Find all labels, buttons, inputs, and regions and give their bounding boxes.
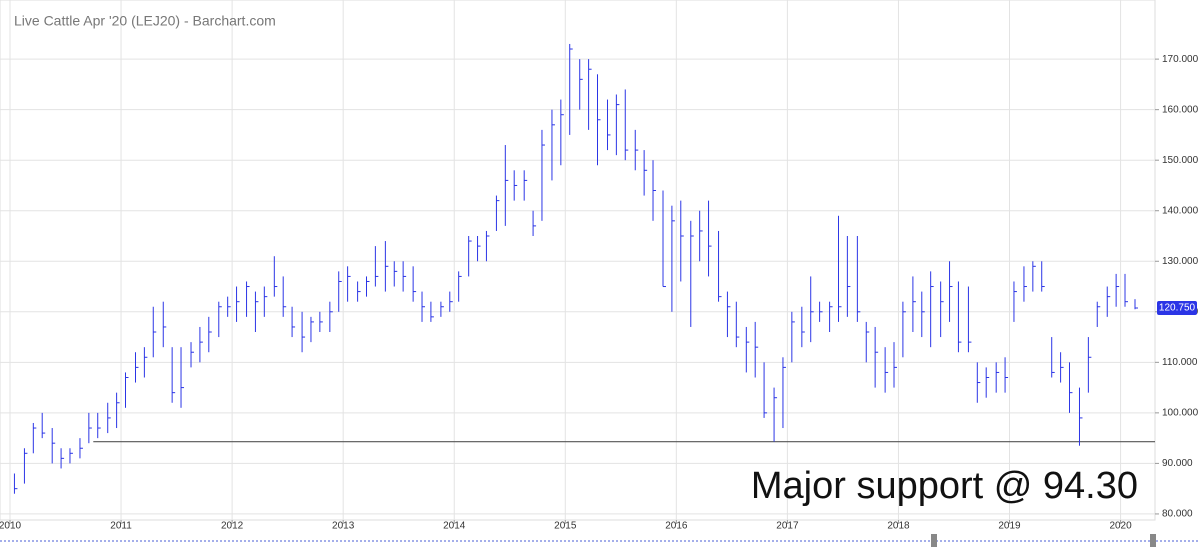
x-tick-label: 2012 [221, 521, 244, 532]
last-price-label: 120.750 [1159, 303, 1196, 314]
y-tick-label: 150.000 [1162, 155, 1199, 166]
x-tick-label: 2019 [998, 521, 1021, 532]
x-tick-label: 2015 [554, 521, 577, 532]
y-tick-label: 160.000 [1162, 104, 1199, 115]
x-tick-label: 2011 [110, 521, 132, 532]
x-tick-label: 2010 [0, 521, 22, 532]
chart-title: Live Cattle Apr '20 (LEJ20) - Barchart.c… [14, 13, 276, 29]
x-tick-label: 2016 [665, 521, 688, 532]
y-tick-label: 140.000 [1162, 205, 1199, 216]
x-tick-label: 2018 [887, 521, 910, 532]
last-price-box [1157, 301, 1197, 316]
annotation: Major support @ 94.30 [751, 465, 1138, 507]
y-tick-label: 110.000 [1162, 357, 1198, 368]
y-tick-label: 80.000 [1162, 509, 1193, 520]
y-tick-label: 100.000 [1162, 408, 1199, 419]
x-tick-label: 2017 [776, 521, 799, 532]
navigator-handle[interactable] [1150, 534, 1156, 547]
x-tick-label: 2014 [443, 521, 466, 532]
x-tick-label: 2020 [1109, 521, 1132, 532]
y-tick-label: 90.000 [1162, 458, 1193, 469]
x-tick-label: 2013 [332, 521, 355, 532]
y-tick-label: 130.000 [1162, 256, 1199, 267]
navigator-handle[interactable] [931, 534, 937, 547]
y-tick-label: 170.000 [1162, 54, 1199, 65]
plot-area [0, 0, 1156, 521]
grid [0, 0, 1155, 520]
